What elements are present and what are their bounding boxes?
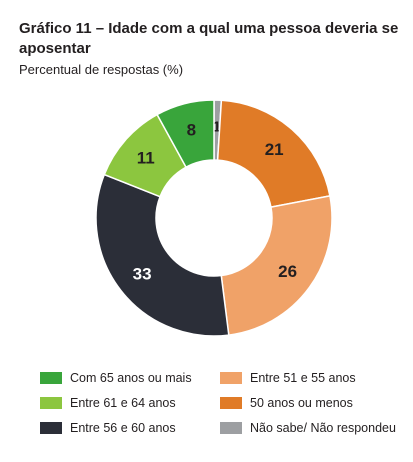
legend-swatch-4	[40, 396, 62, 409]
legend-swatch-1	[220, 396, 242, 409]
legend-swatch-0	[220, 421, 242, 434]
legend-item-4: Entre 61 e 64 anos	[40, 393, 220, 412]
slice-label-5: 8	[187, 120, 196, 139]
legend-label-2: Entre 51 e 55 anos	[250, 370, 356, 385]
slice-label-3: 33	[133, 264, 152, 283]
legend-item-3: Entre 56 e 60 anos	[40, 418, 220, 437]
legend-label-1: 50 anos ou menos	[250, 395, 353, 410]
legend-swatch-2	[220, 371, 242, 384]
chart-legend: Com 65 anos ou mais Entre 51 e 55 anos Ent…	[40, 368, 400, 437]
legend-label-5: Com 65 anos ou mais	[70, 370, 192, 385]
legend-swatch-5	[40, 371, 62, 384]
chart-subtitle: Percentual de respostas (%)	[19, 62, 184, 77]
legend-label-3: Entre 56 e 60 anos	[70, 420, 176, 435]
slice-label-4: 11	[137, 148, 155, 167]
slice-label-0: 1	[213, 119, 221, 136]
legend-label-4: Entre 61 e 64 anos	[70, 395, 176, 410]
legend-item-2: Entre 51 e 55 anos	[220, 368, 400, 387]
legend-item-5: Com 65 anos ou mais	[40, 368, 220, 387]
slice-1	[216, 99, 331, 209]
slice-label-2: 26	[278, 262, 297, 281]
slice-label-1: 21	[265, 140, 284, 159]
legend-swatch-3	[40, 421, 62, 434]
legend-item-1: 50 anos ou menos	[220, 393, 400, 412]
slice-3	[95, 173, 230, 337]
legend-item-0: Não sabe/ Não respondeu	[220, 418, 400, 437]
legend-label-0: Não sabe/ Não respondeu	[250, 420, 396, 435]
slice-2	[220, 195, 333, 336]
chart-title: Gráfico 11 – Idade com a qual uma pessoa…	[19, 20, 399, 57]
slice-5	[156, 99, 215, 169]
